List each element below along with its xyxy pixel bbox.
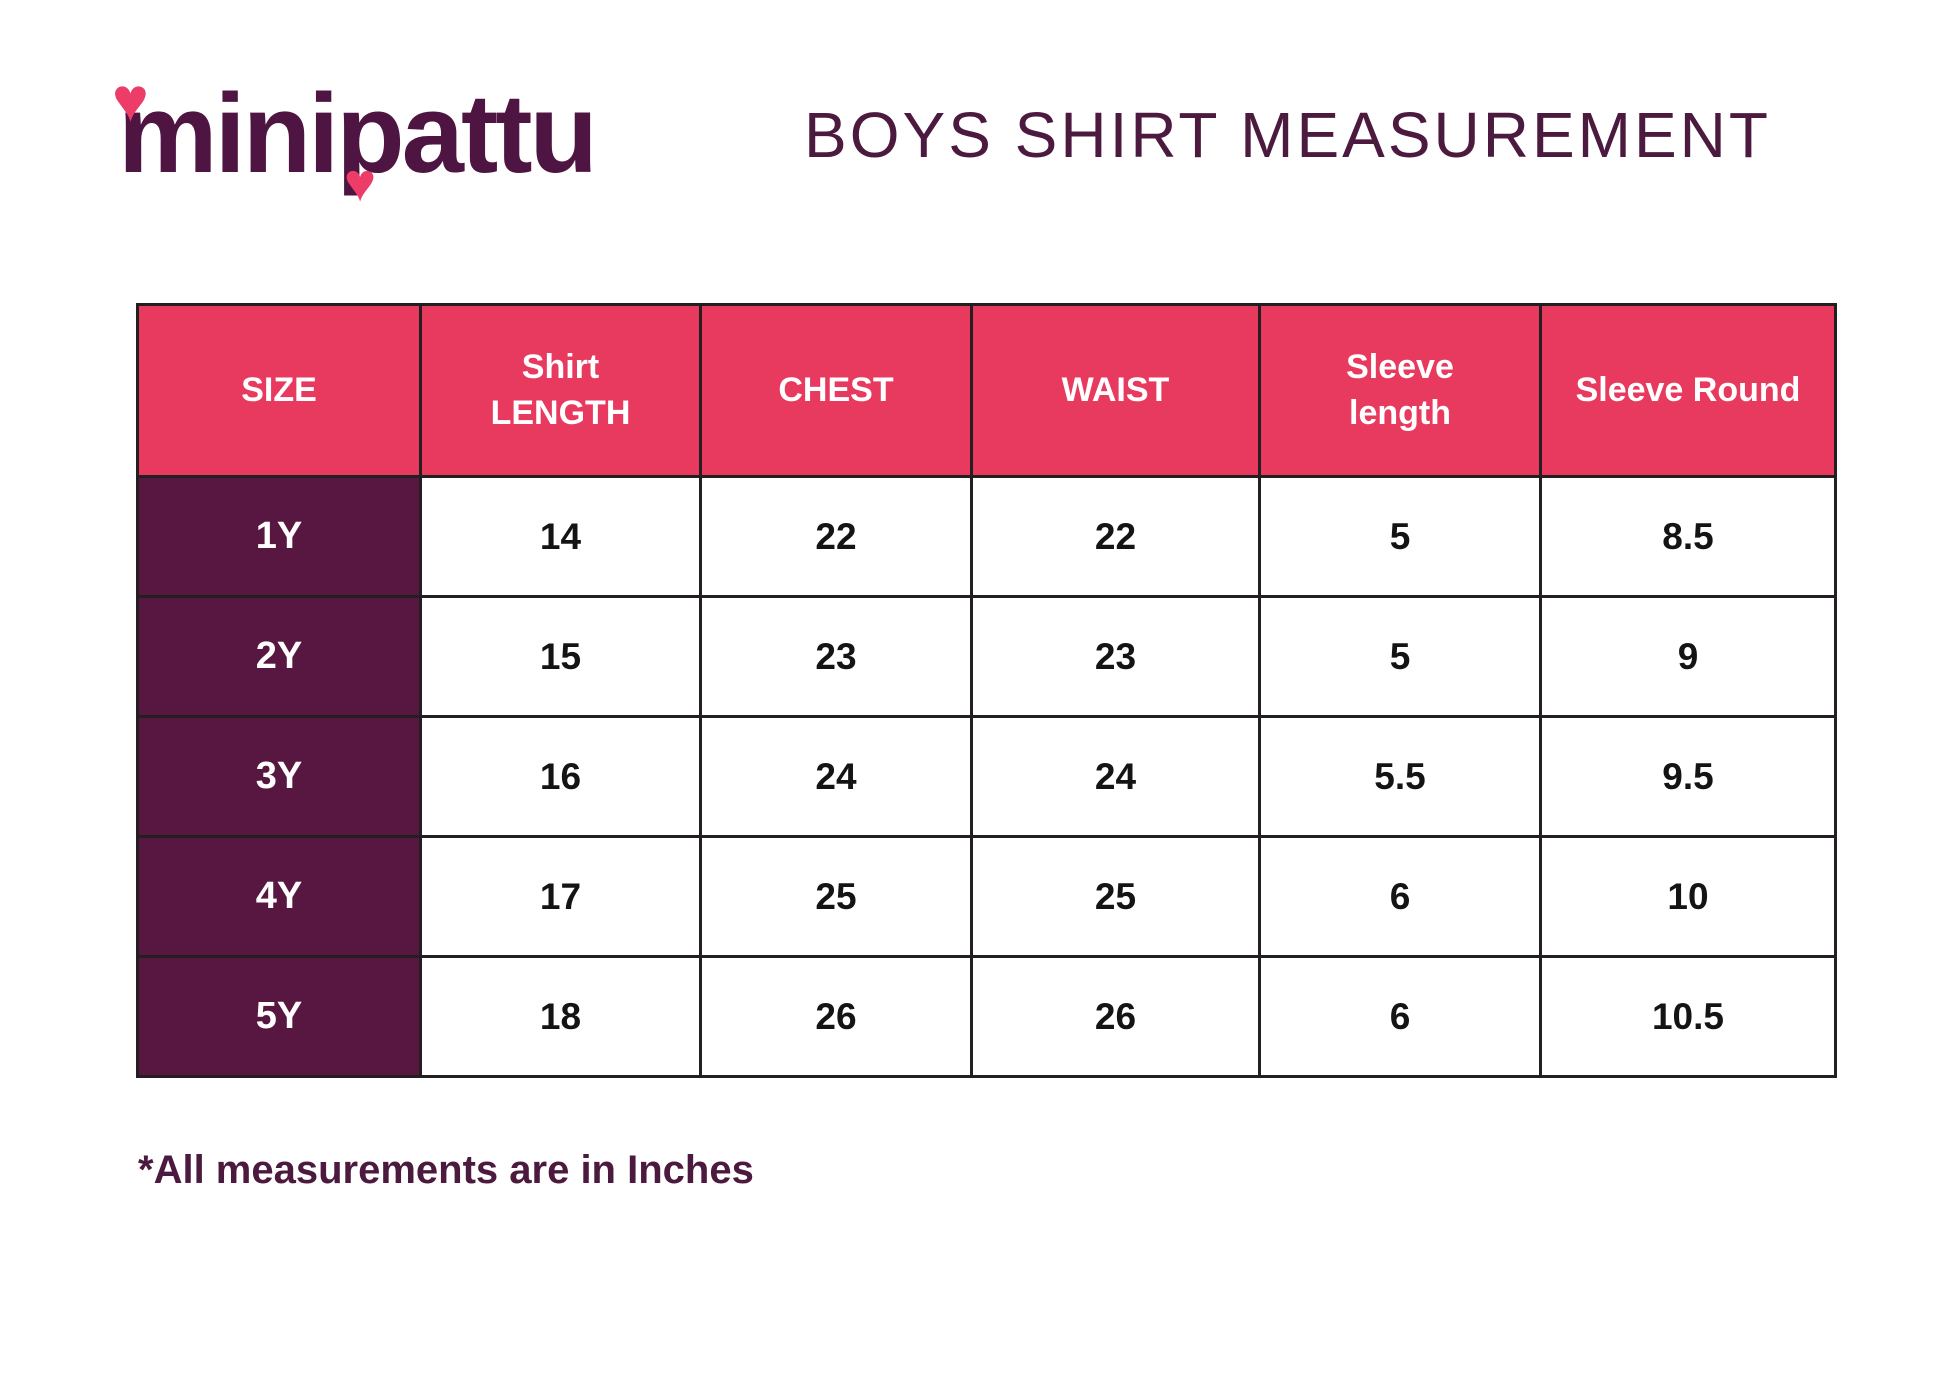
brand-logo: ♥ ♥ minipattu <box>112 70 598 211</box>
measurement-cell: 8.5 <box>1539 475 1837 598</box>
heart-icon: ♥ <box>344 153 377 213</box>
measurement-cell: 5 <box>1258 595 1542 718</box>
measurement-cell: 25 <box>699 835 973 958</box>
column-header-line: Sleeve <box>1346 347 1454 386</box>
size-cell: 2Y <box>136 595 422 718</box>
heart-icon: ♥ <box>112 66 149 135</box>
size-cell: 4Y <box>136 835 422 958</box>
measurement-cell: 16 <box>419 715 702 838</box>
size-cell: 5Y <box>136 955 422 1078</box>
table-row: 3Y 16 24 24 5.5 9.5 <box>136 715 1837 838</box>
measurement-cell: 15 <box>419 595 702 718</box>
column-header-sleeve-length: Sleeve length <box>1258 303 1542 478</box>
measurement-cell: 6 <box>1258 955 1542 1078</box>
size-cell: 1Y <box>136 475 422 598</box>
measurement-cell: 10.5 <box>1539 955 1837 1078</box>
measurement-cell: 17 <box>419 835 702 958</box>
measurements-note: *All measurements are in Inches <box>138 1148 754 1192</box>
size-table: SIZE Shirt LENGTH CHEST WAIST Sleeve <box>136 303 1837 1078</box>
table-header-row: SIZE Shirt LENGTH CHEST WAIST Sleeve <box>136 303 1837 478</box>
column-header-line: CHEST <box>778 370 894 409</box>
table-row: 1Y 14 22 22 5 8.5 <box>136 475 1837 598</box>
measurement-cell: 5.5 <box>1258 715 1542 838</box>
size-cell: 3Y <box>136 715 422 838</box>
column-header-line: LENGTH <box>490 393 631 432</box>
column-header-chest: CHEST <box>699 303 973 478</box>
measurement-cell: 22 <box>970 475 1261 598</box>
column-header-line: SIZE <box>241 370 317 409</box>
table-row: 4Y 17 25 25 6 10 <box>136 835 1837 958</box>
measurement-cell: 26 <box>970 955 1261 1078</box>
brand-logo-text: minipattu <box>118 71 598 196</box>
column-header-shirt-length: Shirt LENGTH <box>419 303 702 478</box>
measurement-cell: 25 <box>970 835 1261 958</box>
column-header-size: SIZE <box>136 303 422 478</box>
measurement-cell: 14 <box>419 475 702 598</box>
measurement-cell: 6 <box>1258 835 1542 958</box>
column-header-line: length <box>1349 393 1451 432</box>
measurement-cell: 9 <box>1539 595 1837 718</box>
measurement-cell: 5 <box>1258 475 1542 598</box>
measurement-cell: 23 <box>699 595 973 718</box>
measurement-cell: 9.5 <box>1539 715 1837 838</box>
measurement-cell: 26 <box>699 955 973 1078</box>
measurement-cell: 22 <box>699 475 973 598</box>
column-header-line: Shirt <box>521 347 600 386</box>
measurement-cell: 10 <box>1539 835 1837 958</box>
measurement-cell: 18 <box>419 955 702 1078</box>
measurement-cell: 24 <box>970 715 1261 838</box>
column-header-line: Sleeve Round <box>1575 370 1801 409</box>
page-title: BOYS SHIRT MEASUREMENT <box>804 99 1771 171</box>
column-header-waist: WAIST <box>970 303 1261 478</box>
measurement-cell: 24 <box>699 715 973 838</box>
table-row: 2Y 15 23 23 5 9 <box>136 595 1837 718</box>
measurement-cell: 23 <box>970 595 1261 718</box>
column-header-sleeve-round: Sleeve Round <box>1539 303 1837 478</box>
table-row: 5Y 18 26 26 6 10.5 <box>136 955 1837 1078</box>
column-header-line: WAIST <box>1061 370 1170 409</box>
